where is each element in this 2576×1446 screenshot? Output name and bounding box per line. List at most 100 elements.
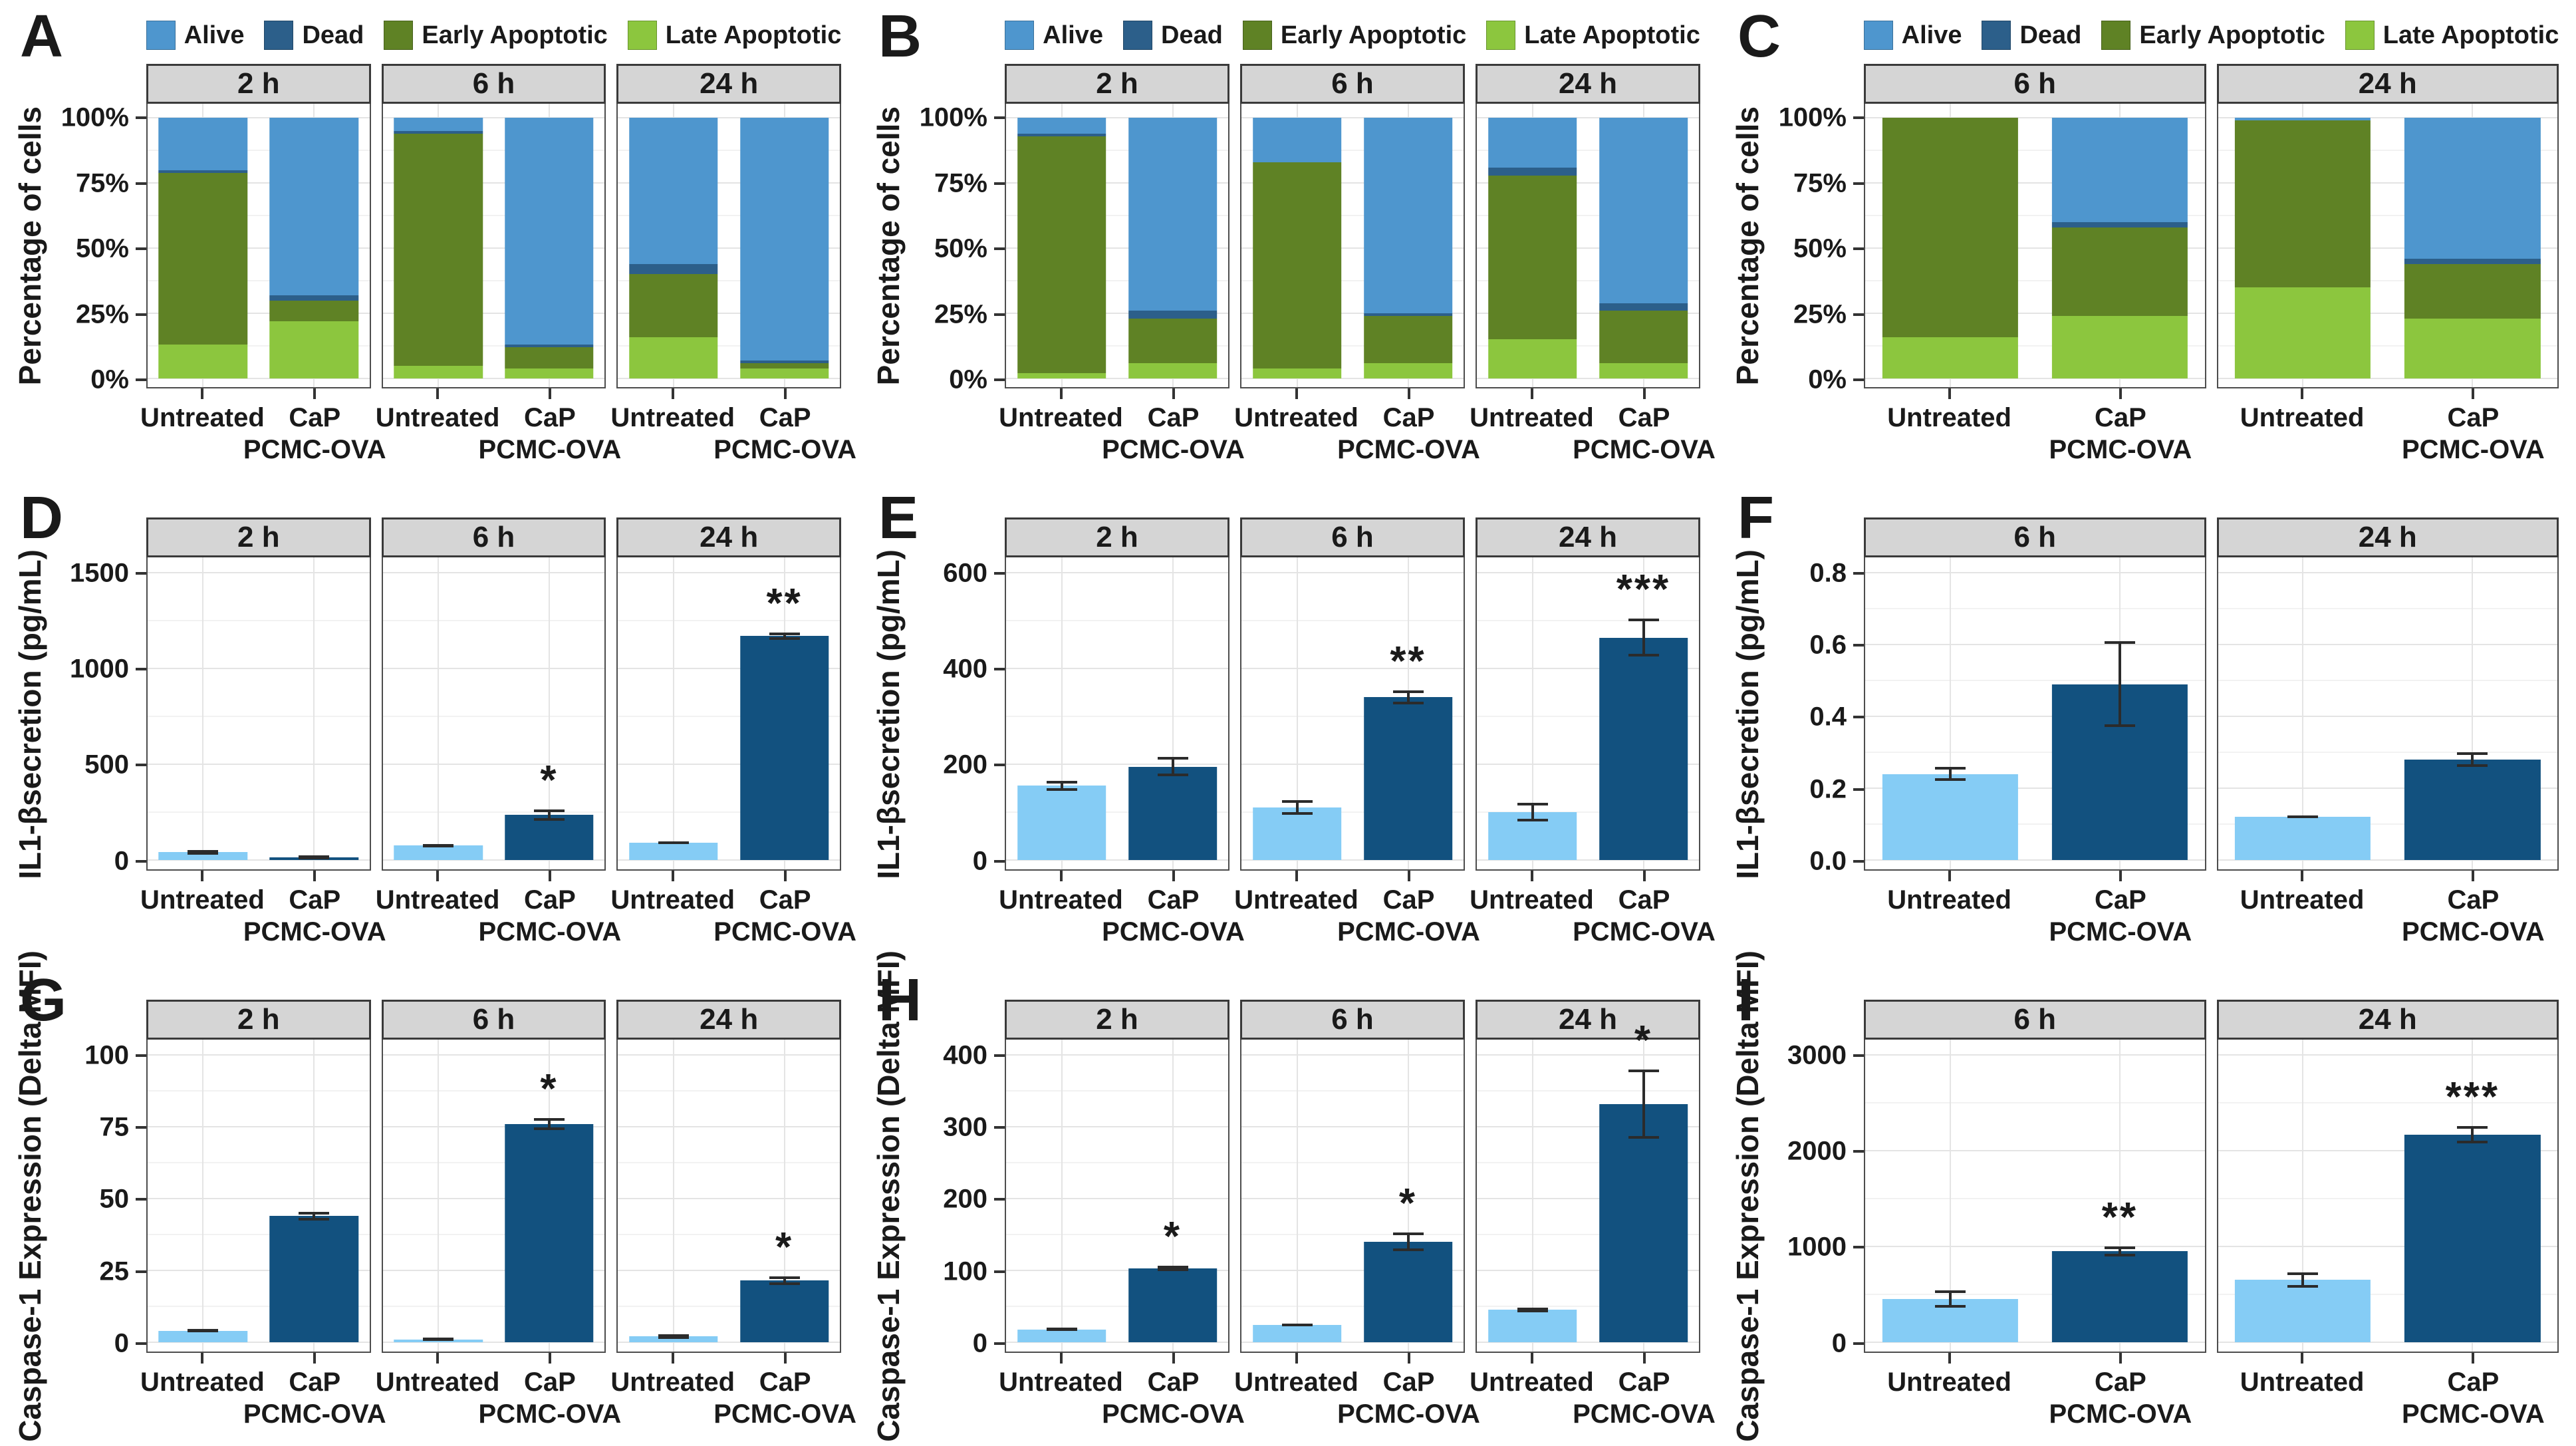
x-tick-mark bbox=[2119, 388, 2122, 399]
x-group-label-line: CaP bbox=[759, 885, 811, 915]
x-group-label: Untreated bbox=[2240, 1366, 2365, 1398]
y-tick-mark bbox=[1853, 859, 1864, 863]
gridline-vertical bbox=[672, 1040, 674, 1352]
y-tick-label: 500 bbox=[84, 750, 129, 780]
gridline-vertical bbox=[1172, 557, 1174, 869]
gridline-major bbox=[1477, 1341, 1699, 1343]
gridline-minor bbox=[618, 345, 840, 347]
gridline-major bbox=[2218, 247, 2557, 249]
plot-area: *** bbox=[1476, 557, 1700, 871]
x-group-label-line: PCMC-OVA bbox=[2401, 917, 2545, 946]
error-bar bbox=[2104, 1246, 2135, 1256]
segment-alive bbox=[1599, 118, 1688, 303]
gridline-major bbox=[2218, 572, 2557, 574]
y-tick-mark bbox=[136, 859, 146, 863]
facet-strip: 24 h bbox=[2216, 517, 2559, 557]
legend-item-label: Late Apoptotic bbox=[665, 21, 842, 49]
panel-F: F IL1-βsecretion (pg/mL) 0.0 0.2 0.4 0.6 0.8 6 … bbox=[1718, 482, 2576, 964]
y-tick-label: 1000 bbox=[70, 654, 129, 684]
gridline-major bbox=[1006, 247, 1228, 249]
legend-swatch-early-icon bbox=[2101, 21, 2131, 50]
gridline-minor bbox=[1477, 1234, 1699, 1236]
y-tick-mark bbox=[994, 859, 1005, 863]
x-tick-mark bbox=[313, 388, 317, 399]
x-group-label: CaP PCMC-OVA bbox=[479, 402, 622, 466]
gridline-vertical bbox=[1172, 1040, 1174, 1352]
error-bar-line bbox=[1295, 800, 1299, 815]
gridline-minor bbox=[1241, 280, 1464, 282]
facet-2h: 2 h Untreated CaP PCMC-OVA bbox=[999, 517, 1245, 964]
gridline-major bbox=[1865, 1150, 2205, 1152]
chart-area: IL1-βsecretion (pg/mL) 0.0 0.2 0.4 0.6 0.8 6 h… bbox=[1724, 517, 2559, 964]
x-group-label-line: CaP bbox=[2094, 1368, 2146, 1397]
error-bar-line bbox=[2118, 641, 2121, 728]
facet-24h: 24 h Untreated CaP PCMC-OVA bbox=[2216, 64, 2559, 482]
x-tick-mark bbox=[2119, 1353, 2122, 1364]
legend-item-label: Late Apoptotic bbox=[1524, 21, 1700, 49]
error-bar bbox=[423, 1338, 454, 1341]
x-axis-labels: Untreated CaP PCMC-OVA bbox=[610, 871, 856, 964]
gridline-major bbox=[1006, 1126, 1228, 1128]
bar-untreated bbox=[2235, 1280, 2371, 1342]
spacer bbox=[7, 970, 841, 1000]
x-tick-mark bbox=[1059, 1353, 1063, 1364]
significance-stars: *** bbox=[1616, 566, 1671, 613]
facets: 6 h ** Untreated CaP PCMC-OVA 24 h *** Untreate… bbox=[1864, 1000, 2559, 1446]
gridline-vertical bbox=[313, 1040, 315, 1352]
gridline-major bbox=[1477, 1126, 1699, 1128]
gridline-major bbox=[1477, 1270, 1699, 1272]
y-tick-mark bbox=[994, 182, 1005, 185]
gridline-major bbox=[1477, 859, 1699, 861]
x-group-label-line: PCMC-OVA bbox=[713, 917, 856, 946]
x-group-label: CaP PCMC-OVA bbox=[1337, 1366, 1480, 1430]
bar-treated bbox=[269, 1216, 358, 1342]
x-group-label: CaP PCMC-OVA bbox=[243, 1366, 386, 1430]
stacked-bar bbox=[1882, 118, 2018, 379]
facet-6h: 6 h Untreated CaP PCMC-OVA bbox=[1234, 64, 1480, 482]
facet-24h: 24 h *** Untreated CaP PCMC-OVA bbox=[2216, 1000, 2559, 1446]
facet-strip: 24 h bbox=[1476, 517, 1700, 557]
y-tick-label: 0.4 bbox=[1809, 702, 1847, 732]
error-bar bbox=[1517, 1308, 1548, 1312]
y-tick-mark bbox=[136, 116, 146, 120]
y-tick-mark bbox=[1853, 643, 1864, 647]
segment-alive bbox=[2051, 118, 2188, 223]
gridline-major bbox=[1477, 247, 1699, 249]
legend-swatch-late-icon bbox=[2345, 21, 2375, 50]
segment-early bbox=[1252, 162, 1342, 368]
y-axis-scale: IL1-βsecretion (pg/mL) 0.0 0.2 0.4 0.6 0.8 bbox=[1724, 549, 1864, 879]
plot-area bbox=[1005, 557, 1229, 871]
x-tick-mark bbox=[436, 871, 440, 881]
gridline-minor bbox=[1865, 823, 2205, 825]
significance-stars: * bbox=[1634, 1018, 1653, 1064]
error-bar-cap bbox=[769, 1282, 800, 1285]
x-group-label: Untreated bbox=[610, 884, 735, 916]
x-group-label-line: PCMC-OVA bbox=[713, 435, 856, 464]
x-group-label: Untreated bbox=[610, 402, 735, 434]
y-tick-label: 0% bbox=[1808, 364, 1847, 394]
error-bar-line bbox=[547, 809, 551, 821]
x-group-label-line: Untreated bbox=[610, 885, 735, 915]
gridline-major bbox=[618, 572, 840, 574]
y-tick-label: 100 bbox=[943, 1256, 987, 1286]
segment-late bbox=[2051, 316, 2188, 379]
y-tick-mark bbox=[136, 247, 146, 251]
segment-dead bbox=[739, 360, 829, 363]
significance-stars: ** bbox=[1390, 638, 1426, 684]
gridline-vertical bbox=[2302, 557, 2304, 869]
y-tick-mark bbox=[136, 313, 146, 316]
x-axis-labels: Untreated CaP PCMC-OVA bbox=[2217, 388, 2559, 482]
gridline-minor bbox=[2218, 1198, 2557, 1200]
error-bar-cap bbox=[1281, 1324, 1313, 1327]
x-tick-mark bbox=[313, 871, 317, 881]
x-group-label-line: Untreated bbox=[1887, 403, 2011, 432]
x-tick-mark bbox=[671, 1353, 674, 1364]
plot-area bbox=[616, 104, 842, 388]
gridline-minor bbox=[1477, 1090, 1699, 1092]
y-tick-label: 25% bbox=[934, 299, 987, 329]
facets: 2 h * Untreated CaP PCMC-OVA 6 h * Untreated CaP… bbox=[999, 1000, 1716, 1446]
panel-letter: B bbox=[878, 3, 922, 70]
plot-area: ** bbox=[1240, 557, 1465, 871]
y-axis-scale: Percentage of cells 0% 25% 50% 75% 100% bbox=[7, 103, 146, 394]
gridline-major bbox=[148, 668, 370, 670]
